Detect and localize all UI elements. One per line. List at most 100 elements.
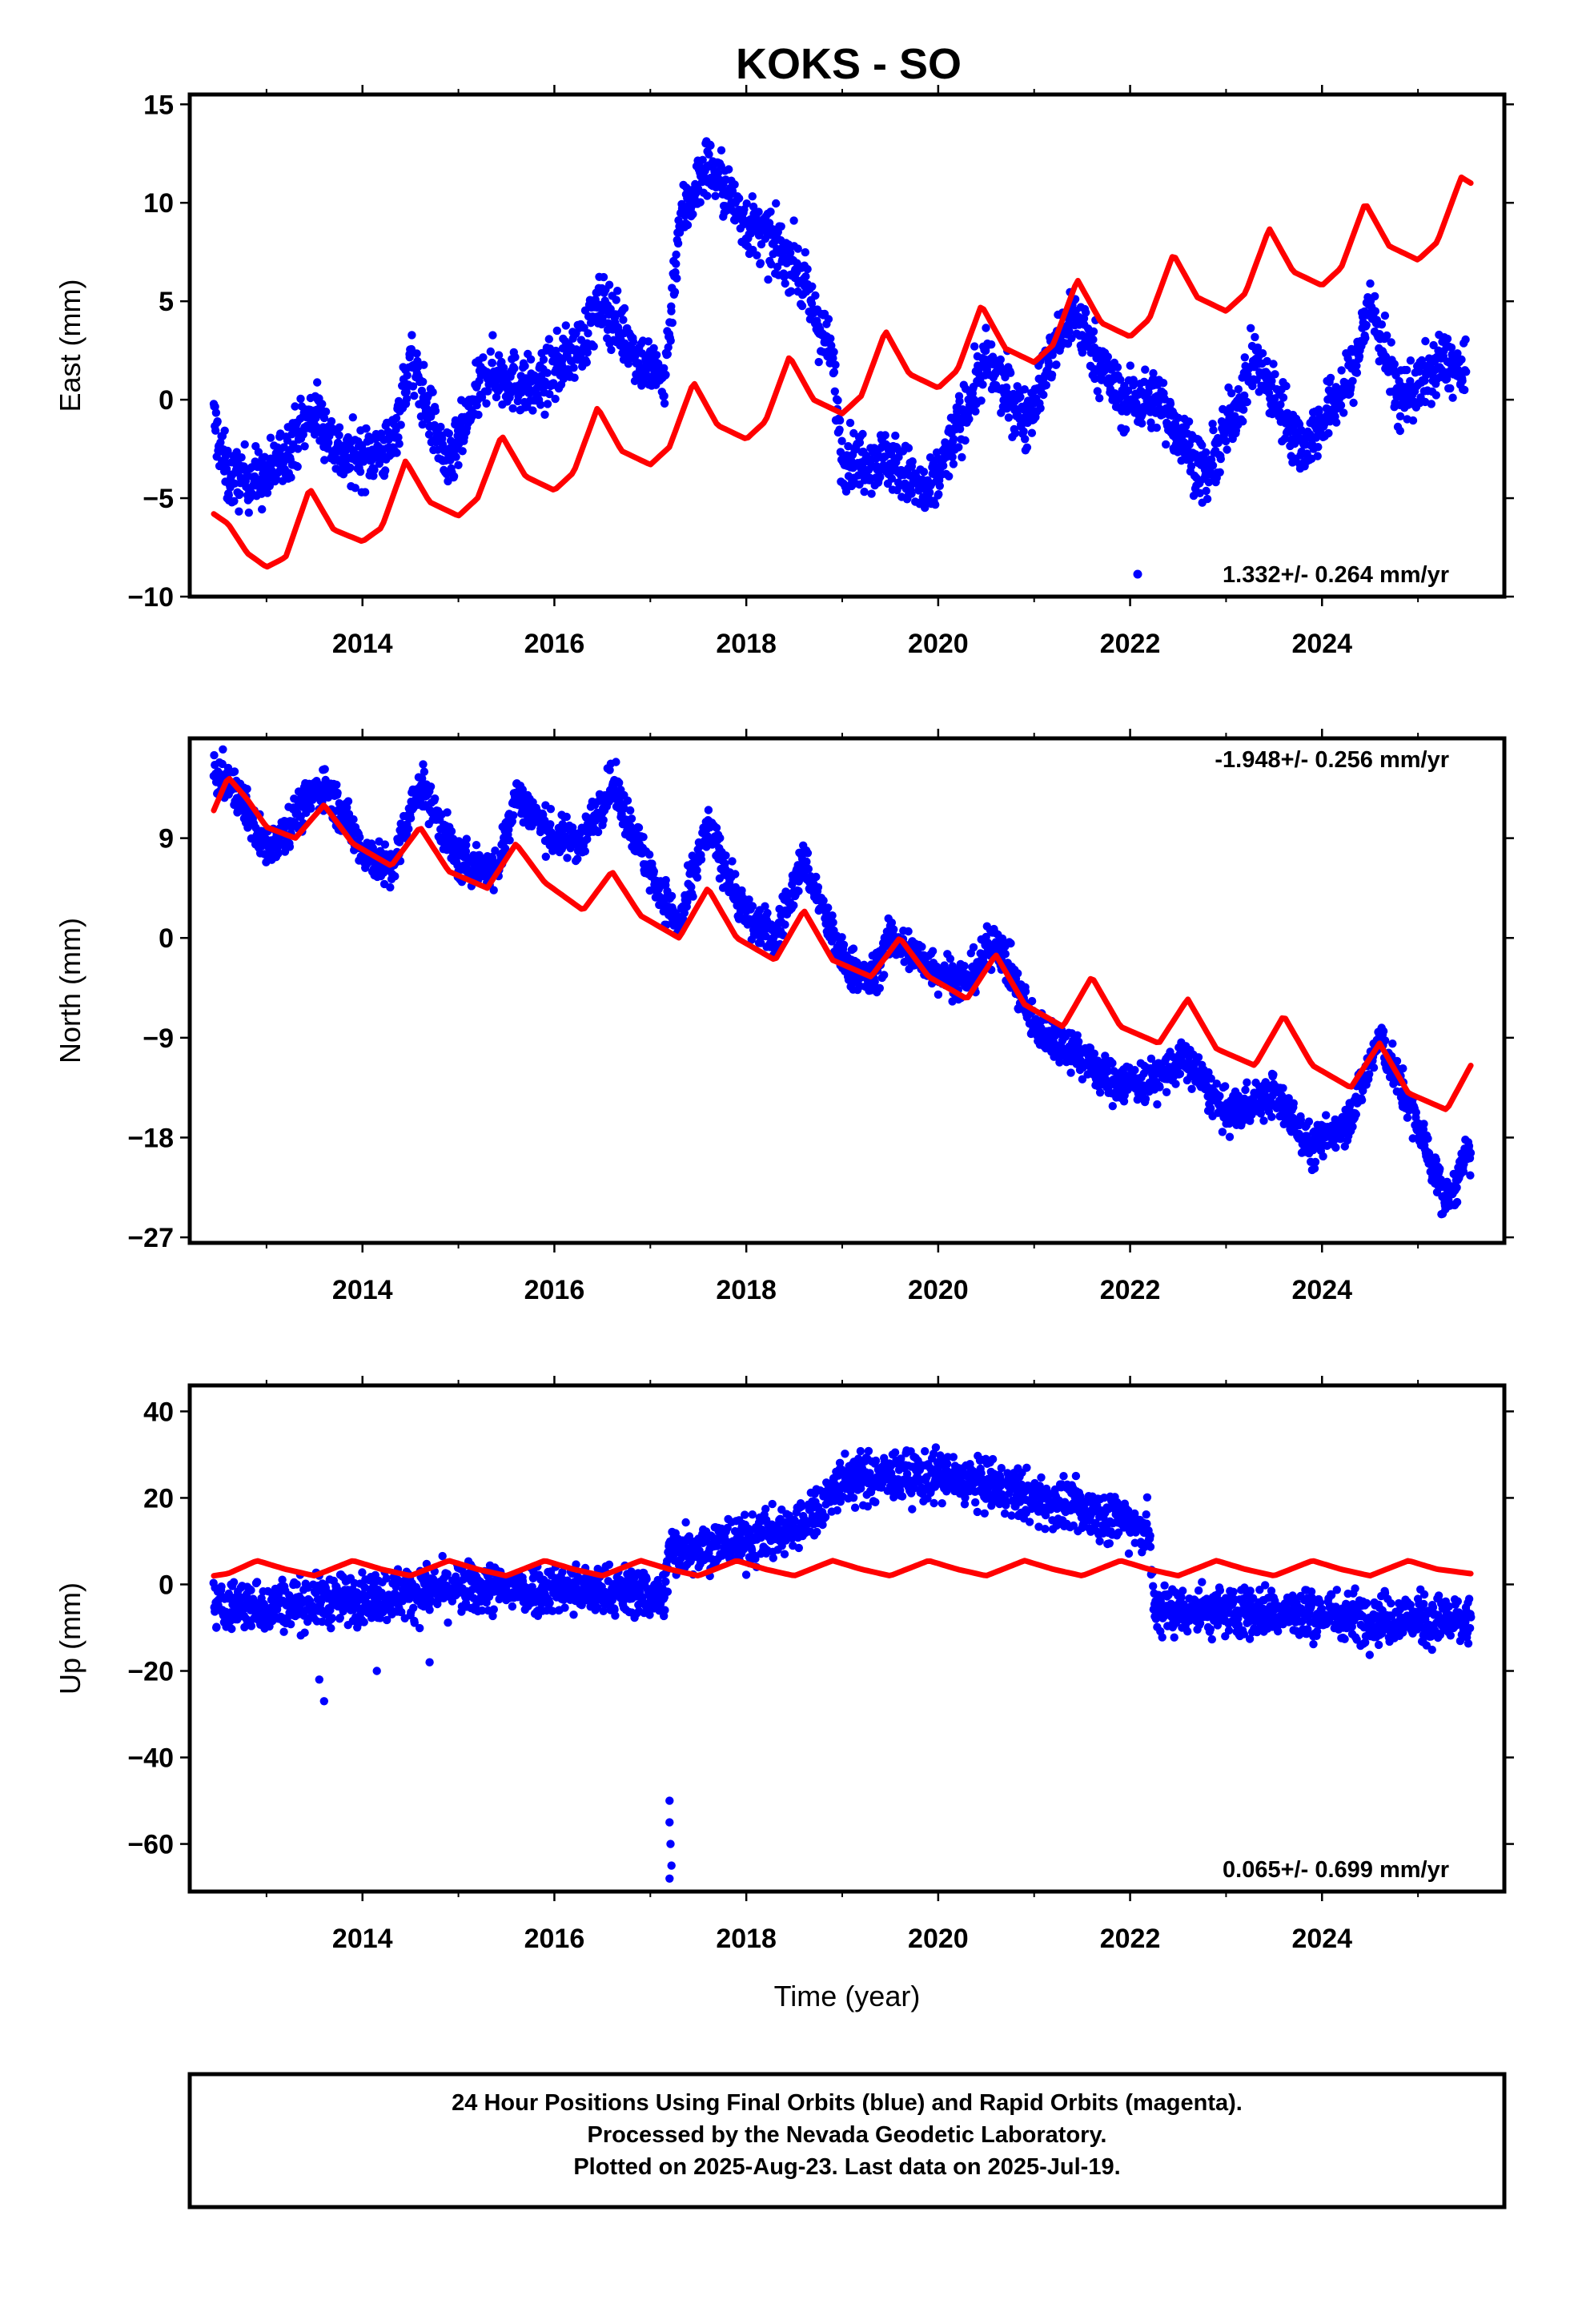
data-point <box>1216 454 1226 464</box>
data-point <box>837 436 846 445</box>
data-point <box>830 387 840 396</box>
data-point <box>1207 1074 1215 1084</box>
data-point <box>230 497 239 505</box>
data-point <box>693 866 701 875</box>
data-point <box>1269 360 1278 368</box>
data-point <box>1222 436 1231 446</box>
data-point <box>620 304 629 313</box>
data-point <box>1339 408 1348 417</box>
data-point <box>582 358 591 367</box>
data-point <box>436 422 445 432</box>
data-point <box>1001 950 1010 959</box>
data-point <box>508 404 517 413</box>
data-point <box>1082 308 1090 317</box>
data-point <box>934 490 943 499</box>
data-point <box>520 361 529 371</box>
data-point <box>1218 1128 1227 1136</box>
data-point <box>333 788 342 798</box>
data-point <box>811 291 820 300</box>
data-point <box>777 222 785 231</box>
data-point <box>829 348 838 356</box>
data-point <box>907 489 916 498</box>
data-point <box>1243 1078 1251 1087</box>
data-point <box>1460 385 1469 395</box>
data-point <box>1349 398 1358 408</box>
data-point <box>1108 1102 1118 1111</box>
data-point <box>1223 445 1231 454</box>
data-point <box>509 811 518 820</box>
data-point <box>419 760 428 769</box>
data-point <box>293 444 303 453</box>
data-point <box>1184 417 1194 426</box>
data-point <box>449 472 459 480</box>
data-point <box>1234 384 1243 394</box>
y-axis-label: East (mm) <box>54 279 86 412</box>
data-point <box>1208 420 1217 428</box>
data-point <box>1267 376 1276 385</box>
data-point <box>917 943 926 951</box>
data-point <box>510 364 519 373</box>
data-point <box>731 870 740 879</box>
data-point <box>698 155 707 164</box>
data-point <box>797 301 807 311</box>
data-point <box>626 806 635 815</box>
data-point <box>1202 486 1211 496</box>
data-point <box>495 384 504 393</box>
data-point <box>1241 1085 1250 1095</box>
data-point <box>272 475 281 484</box>
data-point <box>462 841 471 850</box>
data-point <box>789 216 798 225</box>
data-point <box>949 460 958 468</box>
data-point <box>479 353 488 362</box>
data-point <box>891 431 900 440</box>
data-point <box>573 854 582 863</box>
data-point <box>1002 383 1011 392</box>
data-point <box>494 351 504 360</box>
data-point <box>829 368 839 376</box>
data-point <box>1078 1075 1087 1084</box>
data-point <box>396 420 405 429</box>
data-point <box>546 820 555 829</box>
data-point <box>728 187 737 195</box>
data-point <box>417 386 427 396</box>
data-point <box>1408 416 1418 425</box>
data-point <box>589 342 598 351</box>
data-point <box>583 348 592 357</box>
data-point <box>1016 392 1025 401</box>
data-point <box>1279 1084 1287 1093</box>
data-point <box>222 464 231 473</box>
data-point <box>919 468 929 476</box>
data-point <box>408 331 416 340</box>
data-point <box>1113 363 1122 372</box>
data-point <box>679 915 688 924</box>
data-point <box>835 425 844 434</box>
data-point <box>946 955 955 963</box>
data-point <box>1402 365 1411 375</box>
data-point <box>1202 448 1211 457</box>
data-point <box>1458 376 1467 385</box>
data-point <box>761 902 769 911</box>
data-point <box>489 886 498 895</box>
data-point <box>1331 1143 1340 1152</box>
data-point <box>488 331 497 340</box>
data-point <box>998 934 1007 943</box>
data-point <box>307 804 315 813</box>
data-point <box>1337 366 1346 375</box>
data-point <box>1006 939 1015 948</box>
data-point <box>1457 355 1466 364</box>
data-point <box>545 389 554 399</box>
data-point <box>220 426 229 435</box>
data-point <box>583 834 592 844</box>
data-point <box>1078 348 1087 357</box>
data-point <box>605 766 614 774</box>
data-point <box>213 417 222 426</box>
data-point <box>343 797 353 806</box>
data-point <box>505 836 514 845</box>
data-point <box>454 460 463 469</box>
data-point <box>1095 394 1104 403</box>
data-point <box>360 488 370 497</box>
data-point <box>754 207 763 216</box>
data-point <box>666 336 675 345</box>
data-point <box>1221 1082 1230 1091</box>
data-point <box>416 412 426 421</box>
